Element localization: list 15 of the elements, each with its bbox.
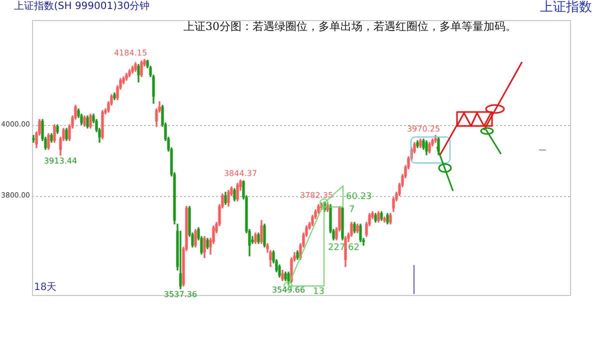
text: 上证指数(SH 999001)30分钟 [14,1,150,12]
annotation: 4184.15 [114,48,148,58]
candlestick [32,134,35,143]
annotation: 3913.44 [44,156,78,166]
chart-title: 上证30分图：若遇绿圈位，多单出场，若遇红圈位，多单等量加码。 [182,19,518,34]
annotation: 13 [313,287,324,298]
annotation: 3970.25 [406,124,440,134]
annotation: 18天 [34,282,57,293]
annotation: 3537.36 [164,290,198,299]
annotation: 7 [349,205,355,216]
annotation: 60.23 [346,192,372,203]
annotation: 3549.66 [272,286,306,295]
text: 上证指数 [540,0,592,16]
annotation: 3844.37 [224,168,258,178]
annotation: 3782.35 [300,190,334,200]
